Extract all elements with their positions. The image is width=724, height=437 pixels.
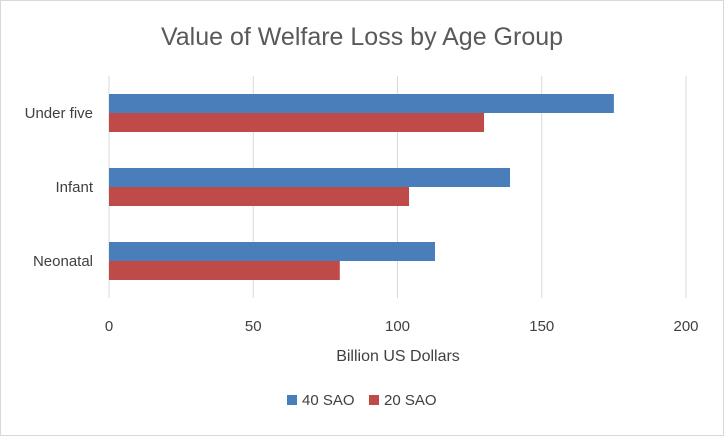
category-label: Under five <box>25 105 93 122</box>
x-axis-label: Billion US Dollars <box>336 348 460 365</box>
x-tick-label: 0 <box>105 318 113 335</box>
chart-title: Value of Welfare Loss by Age Group <box>161 23 563 51</box>
legend-swatch <box>369 395 379 405</box>
x-tick-label: 50 <box>245 318 262 335</box>
x-tick-label: 100 <box>385 318 410 335</box>
bar <box>109 242 436 261</box>
bar <box>109 261 340 280</box>
legend-label: 20 SAO <box>384 392 437 409</box>
x-tick-label: 200 <box>673 318 698 335</box>
x-axis-ticks: 0 50 100 150 200 <box>105 318 699 335</box>
x-tick-label: 150 <box>529 318 554 335</box>
category-label: Neonatal <box>33 253 93 270</box>
legend-label: 40 SAO <box>302 392 355 409</box>
bar <box>109 113 485 132</box>
legend: 40 SAO 20 SAO <box>287 392 437 409</box>
category-label: Infant <box>55 179 93 196</box>
bar <box>109 94 614 113</box>
bar <box>109 168 511 187</box>
legend-swatch <box>287 395 297 405</box>
bar <box>109 187 410 206</box>
bars <box>109 94 614 280</box>
y-axis-categories: Under five Infant Neonatal <box>25 105 94 270</box>
